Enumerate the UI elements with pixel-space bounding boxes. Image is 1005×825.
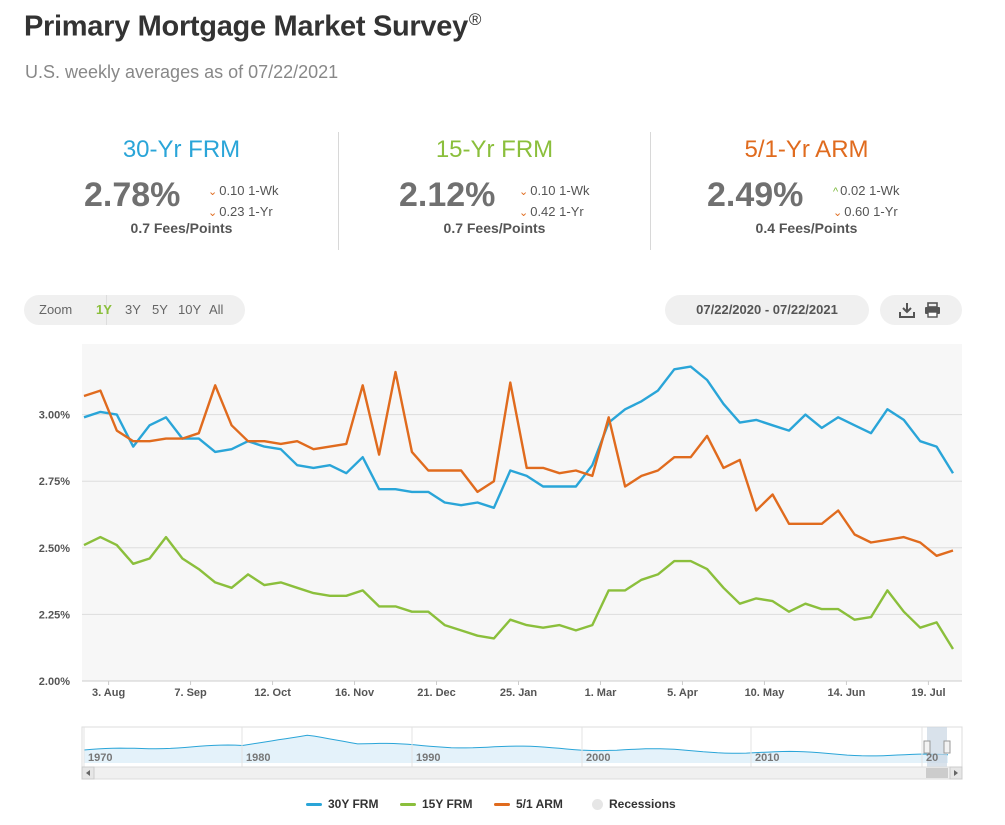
card-51yr-arm: 5/1-Yr ARM 2.49% ^ 0.02 1-Wk ⌄ 0.60 1-Yr 0… — [651, 132, 962, 250]
y-tick-label: 2.25% — [39, 609, 70, 621]
card-15yr-frm: 15-Yr FRM 2.12% ⌄ 0.10 1-Wk ⌄ 0.42 1-Yr 0.… — [339, 132, 650, 250]
card-rate: 2.49% — [707, 176, 804, 214]
navigator-label: 1980 — [246, 752, 270, 764]
print-icon[interactable] — [924, 302, 941, 318]
card-divider — [650, 132, 651, 250]
navigator-label: 2010 — [755, 752, 779, 764]
series-lines — [83, 365, 955, 650]
series-line-30y-frm[interactable] — [83, 365, 955, 509]
card-rate: 2.78% — [84, 176, 181, 214]
x-axis-ticks: 3. Aug 7. Sep 12. Oct 16. Nov 21. Dec 25. Jan… — [92, 681, 946, 699]
y-tick-label: 2.50% — [39, 543, 70, 555]
zoom-selector: Zoom 1Y 3Y 5Y 10Y All — [24, 295, 245, 325]
chart-tools — [880, 295, 962, 325]
navigator-label: 1970 — [88, 752, 112, 764]
chevron-down-icon: ⌄ — [519, 207, 529, 219]
legend-swatch — [400, 802, 416, 806]
y-tick-label: 3.00% — [39, 410, 70, 422]
plot-background — [82, 344, 962, 681]
card-changes: ^ 0.02 1-Wk ⌄ 0.60 1-Yr — [833, 183, 900, 219]
chevron-down-icon: ⌄ — [833, 207, 843, 219]
navigator-label: 20 — [926, 752, 938, 764]
chevron-down-icon: ⌄ — [208, 207, 218, 219]
card-changes: ⌄ 0.10 1-Wk ⌄ 0.23 1-Yr — [208, 183, 279, 219]
zoom-10y-button[interactable]: 10Y — [178, 302, 202, 317]
legend-swatch — [306, 802, 322, 806]
download-icon[interactable] — [899, 302, 915, 318]
navigator-area — [84, 735, 948, 763]
arrow-left-icon — [86, 770, 90, 776]
card-changes: ⌄ 0.10 1-Wk ⌄ 0.42 1-Yr — [519, 183, 590, 219]
page-title: Primary Mortgage Market Survey® — [24, 10, 482, 43]
navigator-handle-left[interactable] — [923, 740, 931, 754]
series-line-5-1-arm[interactable] — [83, 370, 954, 557]
legend-item-30y-frm[interactable]: 30Y FRM — [306, 797, 378, 811]
legend-swatch — [494, 802, 510, 806]
x-tick-label: 12. Oct — [254, 687, 291, 699]
grid-lines — [82, 414, 962, 615]
navigator-scrollbar[interactable] — [81, 766, 963, 780]
zoom-3y-button[interactable]: 3Y — [125, 302, 141, 317]
navigator-handle-right[interactable] — [943, 740, 951, 754]
card-fees: 0.7 Fees/Points — [443, 220, 546, 236]
zoom-divider — [106, 295, 107, 325]
card-fees: 0.4 Fees/Points — [755, 220, 858, 236]
rate-chart: 2.00% 2.25% 2.50% 2.75% 3.00% 3. Aug 7. Sep 12… — [39, 344, 963, 780]
navigator-labels: 1970 1980 1990 2000 2010 20 — [83, 727, 938, 767]
y-axis-ticks: 2.00% 2.25% 2.50% 2.75% 3.00% — [39, 410, 70, 688]
chevron-down-icon: ⌄ — [519, 186, 529, 198]
time-navigator[interactable]: 1970 1980 1990 2000 2010 20 — [81, 726, 963, 780]
scrollbar-thumb[interactable] — [926, 768, 948, 778]
x-tick-label: 16. Nov — [335, 687, 375, 699]
navigator-line — [83, 734, 949, 757]
y-tick-label: 2.00% — [39, 676, 70, 688]
zoom-1y-button[interactable]: 1Y — [96, 302, 112, 317]
x-tick-label: 5. Apr — [667, 687, 698, 699]
zoom-all-button[interactable]: All — [209, 302, 224, 317]
zoom-label: Zoom — [39, 302, 73, 317]
chevron-up-icon: ^ — [833, 186, 839, 198]
x-tick-label: 7. Sep — [174, 687, 207, 699]
x-tick-label: 25. Jan — [500, 687, 538, 699]
zoom-5y-button[interactable]: 5Y — [152, 302, 168, 317]
series-line-15y-frm[interactable] — [83, 535, 955, 650]
card-divider — [338, 132, 339, 250]
registered-mark: ® — [468, 10, 482, 29]
card-name: 15-Yr FRM — [435, 136, 554, 163]
card-name: 5/1-Yr ARM — [744, 136, 869, 163]
y-tick-label: 2.75% — [39, 476, 70, 488]
x-tick-label: 14. Jun — [827, 687, 865, 699]
x-tick-label: 21. Dec — [417, 687, 456, 699]
legend-item-15y-frm[interactable]: 15Y FRM — [400, 797, 472, 811]
page-subtitle: U.S. weekly averages as of 07/22/2021 — [25, 62, 339, 82]
legend-item-5-1-arm[interactable]: 5/1 ARM — [494, 797, 563, 811]
card-rate: 2.12% — [399, 176, 496, 214]
navigator-label: 1990 — [416, 752, 440, 764]
card-name: 30-Yr FRM — [122, 136, 241, 163]
x-tick-label: 3. Aug — [92, 687, 125, 699]
legend-item-recessions[interactable]: Recessions — [592, 797, 676, 811]
date-range-display[interactable]: 07/22/2020 - 07/22/2021 — [665, 295, 869, 325]
navigator-label: 2000 — [586, 752, 610, 764]
x-tick-label: 19. Jul — [911, 687, 945, 699]
chevron-down-icon: ⌄ — [208, 186, 218, 198]
card-fees: 0.7 Fees/Points — [130, 220, 233, 236]
navigator-selection[interactable] — [927, 727, 947, 767]
x-tick-label: 1. Mar — [585, 687, 618, 699]
legend-swatch — [592, 798, 603, 810]
x-tick-label: 10. May — [745, 687, 786, 699]
arrow-right-icon — [954, 770, 958, 776]
card-30yr-frm: 30-Yr FRM 2.78% ⌄ 0.10 1-Wk ⌄ 0.23 1-Yr 0.… — [26, 132, 337, 250]
